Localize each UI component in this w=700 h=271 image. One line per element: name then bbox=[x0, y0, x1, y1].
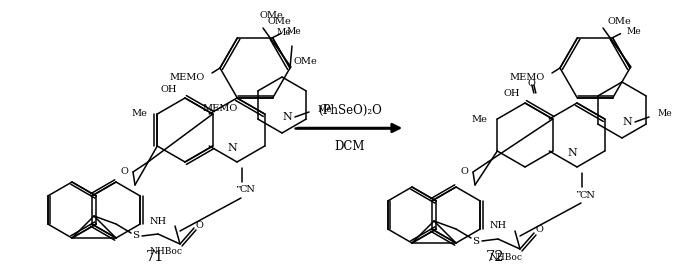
Text: N: N bbox=[282, 112, 292, 122]
Text: S: S bbox=[132, 231, 139, 240]
Text: MEMO: MEMO bbox=[169, 73, 205, 82]
Text: OMe: OMe bbox=[267, 17, 290, 25]
Text: MEMO: MEMO bbox=[510, 73, 545, 82]
Text: N: N bbox=[567, 148, 577, 158]
Text: OMe: OMe bbox=[260, 11, 284, 20]
Text: (PhSeO)₂O: (PhSeO)₂O bbox=[318, 104, 382, 117]
Text: S: S bbox=[473, 237, 480, 246]
Text: Me: Me bbox=[286, 27, 301, 36]
Text: MEMO: MEMO bbox=[202, 104, 237, 113]
Text: NH: NH bbox=[150, 217, 167, 225]
Text: Me: Me bbox=[657, 109, 671, 118]
Text: Me: Me bbox=[132, 109, 147, 118]
Text: O: O bbox=[460, 167, 468, 176]
Text: CN: CN bbox=[579, 191, 595, 199]
Text: O: O bbox=[535, 225, 543, 234]
Text: 71: 71 bbox=[146, 250, 164, 264]
Text: NH: NH bbox=[490, 221, 507, 231]
Text: ••: •• bbox=[236, 185, 242, 189]
Text: O: O bbox=[528, 79, 536, 88]
Text: O: O bbox=[120, 167, 128, 176]
Text: N: N bbox=[227, 143, 237, 153]
Text: OMe: OMe bbox=[294, 57, 318, 66]
Text: ••: •• bbox=[575, 189, 582, 195]
Text: CN: CN bbox=[239, 186, 255, 195]
Text: Me: Me bbox=[317, 105, 332, 114]
Text: NHBoc: NHBoc bbox=[489, 253, 522, 262]
Text: Me: Me bbox=[471, 115, 487, 124]
Text: OH: OH bbox=[503, 89, 520, 98]
Text: 72: 72 bbox=[486, 250, 504, 264]
Text: DCM: DCM bbox=[335, 140, 365, 153]
Text: NHBoc: NHBoc bbox=[150, 247, 183, 256]
Text: N: N bbox=[622, 117, 632, 127]
Text: OMe: OMe bbox=[607, 17, 631, 25]
Text: Me: Me bbox=[276, 28, 291, 37]
Text: OH: OH bbox=[160, 85, 177, 95]
Text: Me: Me bbox=[626, 27, 641, 36]
Text: O: O bbox=[195, 221, 203, 230]
